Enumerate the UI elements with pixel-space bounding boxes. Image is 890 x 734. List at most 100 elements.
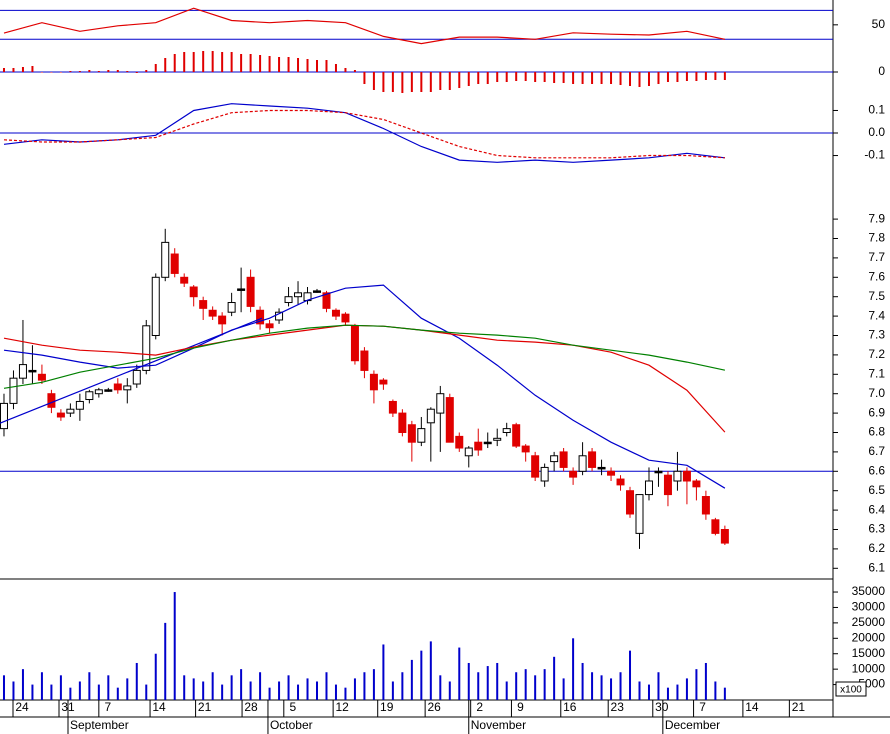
candle-body xyxy=(47,393,56,408)
bar xyxy=(382,644,385,700)
bar xyxy=(240,54,243,72)
bar xyxy=(164,58,167,72)
bar xyxy=(183,52,186,72)
bar xyxy=(315,60,318,72)
candle-body xyxy=(455,435,464,449)
bar xyxy=(202,681,205,700)
candle-body xyxy=(644,480,653,496)
bar xyxy=(553,656,556,700)
bar xyxy=(78,71,81,72)
bar xyxy=(581,72,584,84)
candle-body xyxy=(464,447,473,457)
month-label: December xyxy=(665,718,720,732)
bar xyxy=(477,672,480,700)
bar xyxy=(325,672,328,700)
candle-body xyxy=(132,369,141,385)
bar xyxy=(401,72,404,93)
month-label: September xyxy=(70,718,129,732)
bar xyxy=(69,71,72,72)
bar xyxy=(657,672,660,700)
bar xyxy=(505,681,508,700)
bar xyxy=(297,58,300,72)
y-tick-label: 7.8 xyxy=(868,231,885,245)
candle-body xyxy=(569,470,578,478)
bar xyxy=(714,681,717,700)
bar xyxy=(685,678,688,700)
bar xyxy=(334,684,337,700)
bar xyxy=(448,681,451,700)
bar xyxy=(543,72,546,82)
bar xyxy=(723,687,726,700)
candle-body xyxy=(635,494,644,534)
bar xyxy=(116,687,119,700)
bar xyxy=(638,681,641,700)
bar xyxy=(372,72,375,90)
candle-body xyxy=(531,455,540,478)
candle-body xyxy=(170,253,179,274)
indicator-line xyxy=(3,109,725,159)
candle-body xyxy=(75,400,84,410)
bar xyxy=(173,54,176,72)
bar xyxy=(581,662,584,700)
y-tick-label: 20000 xyxy=(852,630,886,644)
y-tick-label: 7.1 xyxy=(868,366,885,380)
bar xyxy=(211,51,214,72)
bar xyxy=(97,71,100,72)
bar xyxy=(467,72,470,86)
bar xyxy=(50,72,53,73)
candle-body xyxy=(37,373,46,381)
candle-body xyxy=(275,311,284,321)
bar xyxy=(553,72,556,83)
bar xyxy=(278,681,281,700)
bar xyxy=(40,72,43,73)
bar xyxy=(619,72,622,85)
indicator-line xyxy=(3,7,726,45)
bar xyxy=(353,678,356,700)
bar xyxy=(695,669,698,700)
candle-body xyxy=(66,408,75,414)
candle-body xyxy=(18,364,27,379)
x-tick-label: 12 xyxy=(335,700,349,714)
bar xyxy=(259,55,262,72)
bar xyxy=(619,672,622,700)
candle-body xyxy=(322,292,331,309)
bar xyxy=(572,638,575,700)
bar xyxy=(714,72,717,80)
y-tick-label: 7.7 xyxy=(868,250,885,264)
bar xyxy=(59,675,62,700)
unit-label: x100 xyxy=(840,685,862,696)
bar xyxy=(429,641,432,700)
x-tick-label: 7 xyxy=(699,700,706,714)
candle-body xyxy=(379,379,388,385)
candle-body xyxy=(663,474,672,496)
bar xyxy=(135,72,138,73)
candle-body xyxy=(199,300,208,309)
candle-body xyxy=(227,302,236,313)
bar xyxy=(78,681,81,700)
bar xyxy=(21,67,24,72)
bar xyxy=(249,54,252,72)
x-tick-label: 26 xyxy=(427,700,441,714)
x-tick-label: 16 xyxy=(563,700,577,714)
bar xyxy=(306,678,309,700)
bar xyxy=(515,672,518,700)
bar xyxy=(704,72,707,80)
candle-body xyxy=(56,412,65,418)
month-label: October xyxy=(270,718,313,732)
y-tick-label: -0.1 xyxy=(864,148,885,162)
bar xyxy=(638,72,641,87)
bar xyxy=(695,72,698,81)
candle-body xyxy=(720,529,729,544)
bar xyxy=(202,51,205,72)
candle-body xyxy=(350,325,359,362)
bar xyxy=(315,681,318,700)
bar xyxy=(31,684,34,700)
bar xyxy=(458,647,461,700)
x-tick-label: 21 xyxy=(198,700,212,714)
bar xyxy=(88,672,91,700)
candle-body xyxy=(9,377,18,404)
candle-body xyxy=(398,412,407,434)
bar xyxy=(685,72,688,81)
x-tick-label: 2 xyxy=(476,700,483,714)
candle-body xyxy=(151,276,160,336)
